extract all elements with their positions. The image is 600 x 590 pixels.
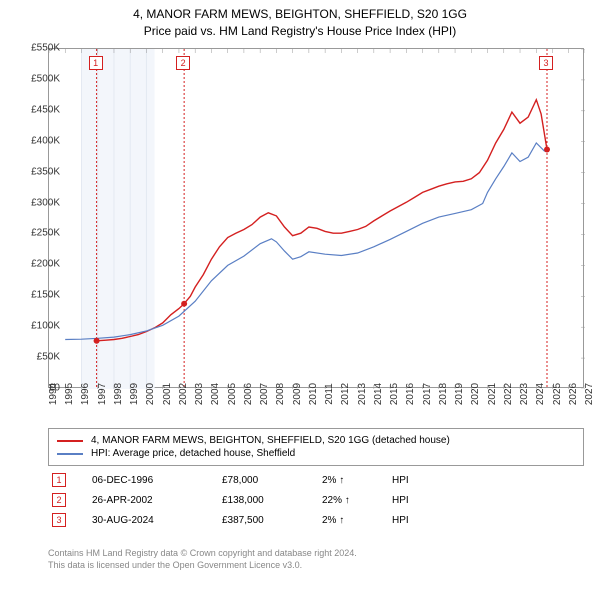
sale-marker-badge: 1	[89, 56, 103, 70]
transaction-vs: HPI	[392, 515, 409, 526]
y-tick-label: £450K	[14, 104, 60, 115]
x-tick-label: 2004	[210, 383, 221, 405]
transaction-date: 26-APR-2002	[92, 495, 222, 506]
chart-title-block: 4, MANOR FARM MEWS, BEIGHTON, SHEFFIELD,…	[0, 0, 600, 40]
x-tick-label: 2017	[422, 383, 433, 405]
transaction-pct: 2% ↑	[322, 515, 392, 526]
x-tick-label: 2025	[552, 383, 563, 405]
transaction-price: £78,000	[222, 475, 322, 486]
x-tick-label: 2006	[243, 383, 254, 405]
legend: 4, MANOR FARM MEWS, BEIGHTON, SHEFFIELD,…	[48, 428, 584, 466]
chart-container: 4, MANOR FARM MEWS, BEIGHTON, SHEFFIELD,…	[0, 0, 600, 590]
y-tick-label: £200K	[14, 259, 60, 270]
x-tick-label: 2021	[487, 383, 498, 405]
legend-swatch-property	[57, 440, 83, 442]
y-tick-label: £400K	[14, 135, 60, 146]
x-tick-label: 2022	[503, 383, 514, 405]
x-tick-label: 2001	[162, 383, 173, 405]
transaction-pct: 22% ↑	[322, 495, 392, 506]
y-tick-label: £350K	[14, 166, 60, 177]
x-tick-label: 2026	[568, 383, 579, 405]
x-tick-label: 2012	[340, 383, 351, 405]
x-tick-label: 2007	[259, 383, 270, 405]
x-tick-label: 2003	[194, 383, 205, 405]
transaction-vs: HPI	[392, 475, 409, 486]
transaction-marker-icon: 3	[52, 513, 66, 527]
y-tick-label: £300K	[14, 197, 60, 208]
y-tick-label: £150K	[14, 290, 60, 301]
legend-item-hpi: HPI: Average price, detached house, Shef…	[57, 447, 575, 460]
transaction-date: 30-AUG-2024	[92, 515, 222, 526]
x-tick-label: 2019	[454, 383, 465, 405]
transaction-vs: HPI	[392, 495, 409, 506]
x-tick-label: 2023	[519, 383, 530, 405]
x-tick-label: 2027	[584, 383, 595, 405]
transaction-row: 3 30-AUG-2024 £387,500 2% ↑ HPI	[48, 510, 584, 530]
legend-label-hpi: HPI: Average price, detached house, Shef…	[91, 448, 295, 459]
transaction-row: 2 26-APR-2002 £138,000 22% ↑ HPI	[48, 490, 584, 510]
transaction-price: £138,000	[222, 495, 322, 506]
x-tick-label: 1998	[113, 383, 124, 405]
transaction-row: 1 06-DEC-1996 £78,000 2% ↑ HPI	[48, 470, 584, 490]
x-tick-label: 2018	[438, 383, 449, 405]
x-tick-label: 2000	[145, 383, 156, 405]
x-tick-label: 2013	[357, 383, 368, 405]
chart-title-line2: Price paid vs. HM Land Registry's House …	[0, 23, 600, 40]
y-tick-label: £100K	[14, 321, 60, 332]
y-tick-label: £250K	[14, 228, 60, 239]
x-tick-label: 2005	[227, 383, 238, 405]
footer-line1: Contains HM Land Registry data © Crown c…	[48, 548, 357, 560]
x-tick-label: 1995	[64, 383, 75, 405]
transaction-marker-icon: 2	[52, 493, 66, 507]
chart-title-line1: 4, MANOR FARM MEWS, BEIGHTON, SHEFFIELD,…	[0, 6, 600, 23]
x-tick-label: 2015	[389, 383, 400, 405]
transaction-price: £387,500	[222, 515, 322, 526]
x-tick-label: 2011	[324, 383, 335, 405]
x-tick-label: 2020	[470, 383, 481, 405]
x-tick-label: 1997	[97, 383, 108, 405]
y-tick-label: £50K	[14, 352, 60, 363]
x-tick-label: 2008	[275, 383, 286, 405]
y-tick-label: £550K	[14, 43, 60, 54]
x-tick-label: 2009	[292, 383, 303, 405]
transactions-table: 1 06-DEC-1996 £78,000 2% ↑ HPI 2 26-APR-…	[48, 470, 584, 530]
y-tick-label: £500K	[14, 73, 60, 84]
x-tick-label: 2014	[373, 383, 384, 405]
footer-attribution: Contains HM Land Registry data © Crown c…	[48, 548, 357, 571]
chart-svg	[49, 49, 585, 389]
legend-swatch-hpi	[57, 453, 83, 455]
chart-plot-area	[48, 48, 584, 388]
x-tick-label: 1999	[129, 383, 140, 405]
x-tick-label: 1994	[48, 383, 59, 405]
x-tick-label: 2016	[405, 383, 416, 405]
transaction-pct: 2% ↑	[322, 475, 392, 486]
transaction-marker-icon: 1	[52, 473, 66, 487]
transaction-date: 06-DEC-1996	[92, 475, 222, 486]
legend-item-property: 4, MANOR FARM MEWS, BEIGHTON, SHEFFIELD,…	[57, 434, 575, 447]
x-tick-label: 1996	[80, 383, 91, 405]
x-tick-label: 2024	[535, 383, 546, 405]
legend-label-property: 4, MANOR FARM MEWS, BEIGHTON, SHEFFIELD,…	[91, 435, 450, 446]
x-tick-label: 2010	[308, 383, 319, 405]
sale-marker-badge: 3	[539, 56, 553, 70]
footer-line2: This data is licensed under the Open Gov…	[48, 560, 357, 572]
sale-marker-badge: 2	[176, 56, 190, 70]
x-tick-label: 2002	[178, 383, 189, 405]
